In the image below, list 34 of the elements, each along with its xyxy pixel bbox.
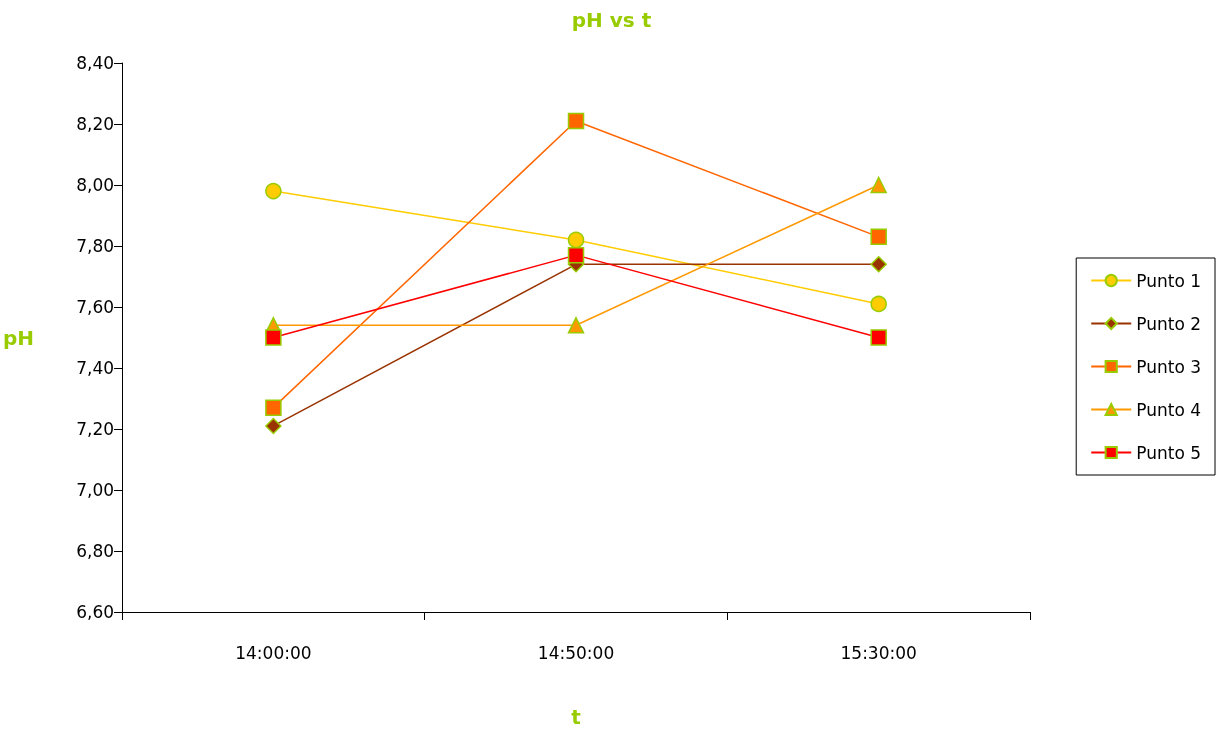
legend-label: Punto 2 [1136,313,1202,334]
point [870,256,887,273]
y-tick-label: 6,60 [76,602,115,622]
y-tick-label: 7,20 [76,419,115,439]
point [567,317,585,334]
point [567,246,585,264]
point [567,231,585,249]
legend-label: Punto 4 [1136,399,1202,420]
x-tick-label: 14:50:00 [537,642,615,663]
chart-title: pH vs t [571,8,652,32]
point [265,182,282,200]
y-tick-label: 8,40 [76,53,115,73]
x-axis-title: t [571,705,582,729]
y-axis-title: pH [2,325,35,350]
legend-label: Punto 3 [1136,356,1202,377]
y-tick-label: 7,40 [76,358,115,378]
point [870,329,887,346]
x-tick-label: 14:00:00 [235,642,312,663]
y-tick-label: 7,60 [76,297,115,317]
point [870,295,887,313]
point [870,228,887,246]
point [265,329,282,346]
point [265,399,282,416]
point [567,112,585,130]
legend-label: Punto 1 [1136,270,1202,291]
legend-label: Punto 5 [1136,442,1202,463]
y-tick-label: 6,80 [76,541,115,561]
x-tick-label: 15:30:00 [840,642,917,663]
y-tick-label: 7,80 [76,236,115,256]
point [870,176,887,194]
y-tick-label: 8,00 [76,175,115,195]
point [265,417,282,435]
y-tick-label: 8,20 [76,114,115,134]
y-tick-label: 7,00 [76,480,115,500]
